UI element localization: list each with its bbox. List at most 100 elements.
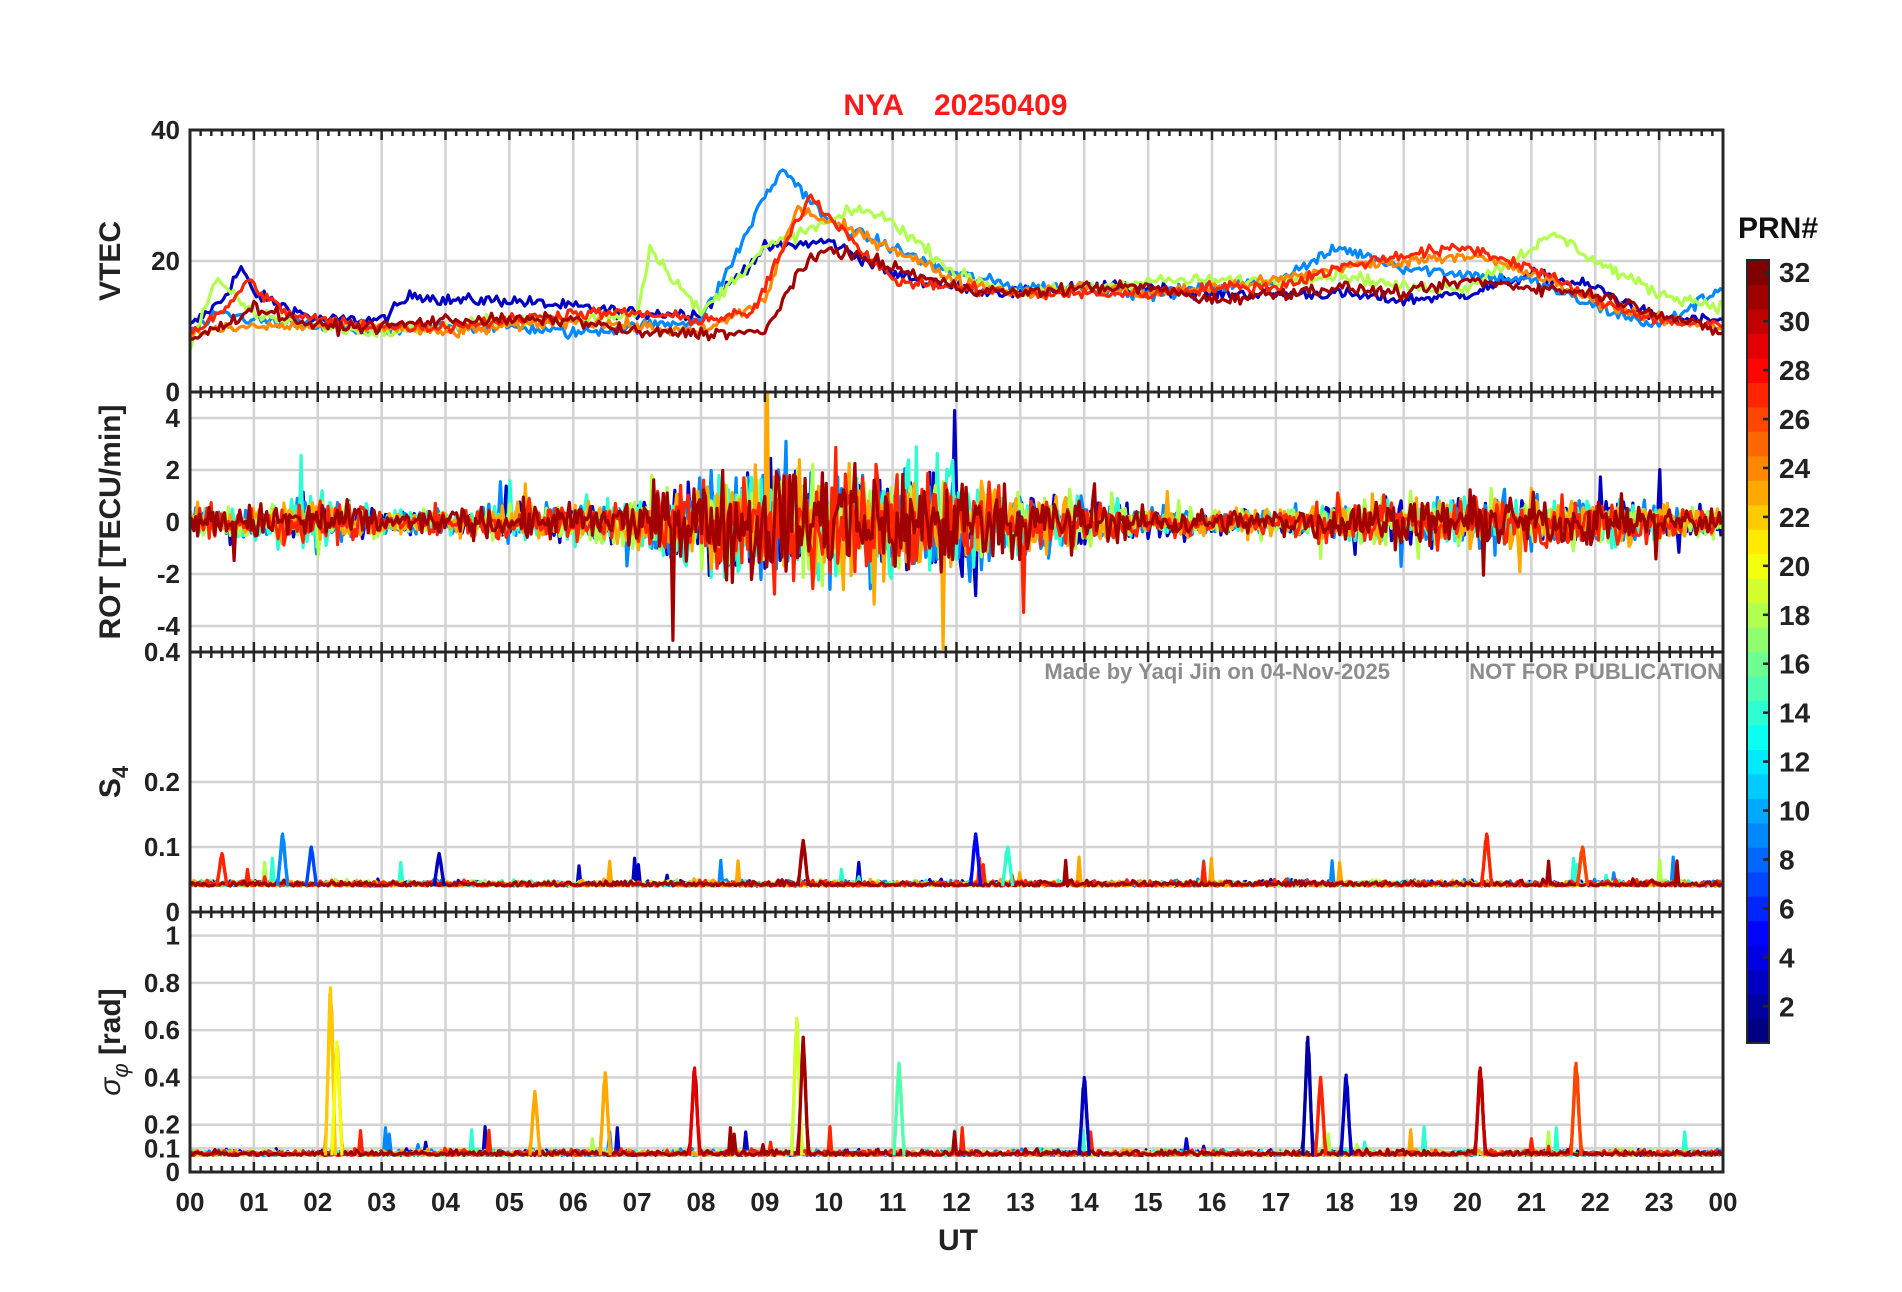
colorbar-swatch: [1747, 284, 1769, 310]
colorbar-swatch: [1747, 627, 1769, 653]
peak-marker: [432, 851, 446, 887]
colorbar-swatch: [1747, 578, 1769, 604]
colorbar-tick-label: 16: [1779, 649, 1810, 680]
colorbar-tick-label: 12: [1779, 747, 1810, 778]
colorbar-tick-label: 28: [1779, 355, 1810, 386]
y-tick-label: 0: [166, 897, 180, 927]
colorbar-frame: [1746, 259, 1770, 1044]
data-traces: [190, 168, 1723, 352]
vtec-series-prn-24: [190, 204, 1723, 339]
y-label-unit: [rad]: [94, 988, 127, 1063]
peak-marker: [528, 1090, 542, 1156]
y-axis-label: S4: [94, 765, 133, 798]
x-tick-label: 12: [942, 1187, 971, 1217]
peak-marker: [1313, 1075, 1328, 1156]
y-tick-label: 20: [151, 246, 180, 276]
y-tick-label: 0.4: [144, 1062, 181, 1092]
y-label-main: S: [94, 778, 127, 798]
colorbar-swatch: [1747, 651, 1769, 677]
title-date: 20250409: [934, 89, 1067, 122]
x-tick-label: 13: [1006, 1187, 1035, 1217]
x-tick-label: 00: [1709, 1187, 1738, 1217]
series-prn-31: [190, 1035, 1723, 1158]
watermark-author: Made by Yaqi Jin on 04-Nov-2025: [1044, 659, 1390, 684]
y-axis-label: ROT [TECU/min]: [94, 405, 127, 640]
x-tick-label: 07: [623, 1187, 652, 1217]
x-tick-label: 21: [1517, 1187, 1546, 1217]
colorbar-tick-label: 6: [1779, 893, 1795, 924]
y-tick-label: 1: [166, 921, 180, 951]
colorbar-swatch: [1747, 994, 1769, 1020]
peak-marker: [1339, 1073, 1353, 1156]
colorbar-tick-label: 10: [1779, 796, 1810, 827]
colorbar-swatch: [1747, 724, 1769, 750]
y-tick-label: 0: [166, 507, 180, 537]
colorbar-title: PRN#: [1738, 212, 1818, 245]
colorbar-swatch: [1747, 357, 1769, 383]
peak-marker: [276, 832, 290, 887]
x-tick-label: 17: [1261, 1187, 1290, 1217]
peak-marker: [215, 851, 229, 887]
x-tick-label: 06: [559, 1187, 588, 1217]
colorbar-swatch: [1747, 455, 1769, 481]
colorbar-tick-label: 2: [1779, 991, 1795, 1022]
colorbar-tick-label: 14: [1779, 698, 1811, 729]
data-traces: [190, 392, 1723, 651]
peak-marker: [688, 1066, 702, 1156]
colorbar-swatch: [1747, 602, 1769, 628]
colorbar-swatch: [1747, 382, 1769, 408]
x-tick-label: 16: [1198, 1187, 1227, 1217]
vtec-series-prn-31: [190, 245, 1723, 342]
x-tick-label: 20: [1453, 1187, 1482, 1217]
colorbar-swatch: [1747, 333, 1769, 359]
colorbar-swatch: [1747, 847, 1769, 873]
colorbar-tick-label: 30: [1779, 306, 1810, 337]
watermark-not-for-publication: NOT FOR PUBLICATION: [1469, 659, 1723, 684]
y-label-subscript: 4: [108, 765, 133, 778]
colorbar-swatch: [1747, 700, 1769, 726]
y-tick-label: 0.2: [144, 1110, 180, 1140]
y-tick-label: 0: [166, 377, 180, 407]
peak-marker: [1480, 832, 1494, 887]
colorbar-swatch: [1747, 896, 1769, 922]
colorbar-swatch: [1747, 969, 1769, 995]
colorbar-swatch: [1747, 1018, 1769, 1044]
colorbar-tick-label: 20: [1779, 551, 1810, 582]
peak-marker: [330, 1040, 344, 1156]
colorbar-swatch: [1747, 529, 1769, 555]
x-tick-label: 04: [431, 1187, 460, 1217]
colorbar-swatch: [1747, 553, 1769, 579]
peak-marker: [1473, 1066, 1487, 1156]
x-tick-label: 22: [1581, 1187, 1610, 1217]
y-label-subscript: φ: [108, 1063, 133, 1077]
colorbar-tick-label: 4: [1779, 942, 1795, 973]
colorbar-tick-label: 26: [1779, 404, 1810, 435]
peak-marker: [1077, 1075, 1091, 1156]
y-tick-label: 0.6: [144, 1015, 180, 1045]
peak-marker: [969, 832, 983, 887]
x-tick-label: 02: [303, 1187, 332, 1217]
x-tick-label: 03: [367, 1187, 396, 1217]
peak-marker: [1001, 845, 1015, 887]
colorbar-swatch: [1747, 675, 1769, 702]
y-tick-label: -4: [157, 611, 181, 641]
colorbar-swatch: [1747, 480, 1769, 506]
colorbar-swatch: [1747, 504, 1769, 530]
peak-marker: [598, 1071, 612, 1156]
x-tick-label: 00: [176, 1187, 205, 1217]
y-label-main: σ: [94, 1076, 127, 1096]
y-tick-label: 0.8: [144, 968, 180, 998]
x-tick-label: 09: [750, 1187, 779, 1217]
colorbar-swatch: [1747, 871, 1769, 897]
peak-marker: [304, 845, 318, 887]
y-tick-label-top: 0: [166, 377, 180, 407]
colorbar-tick-label: 8: [1779, 844, 1795, 875]
rot-series-prn-31: [190, 461, 1723, 642]
x-tick-label: 10: [814, 1187, 843, 1217]
colorbar-tick-label: 18: [1779, 600, 1810, 631]
y-tick-label: 40: [151, 115, 180, 145]
y-tick-label: -2: [157, 559, 180, 589]
